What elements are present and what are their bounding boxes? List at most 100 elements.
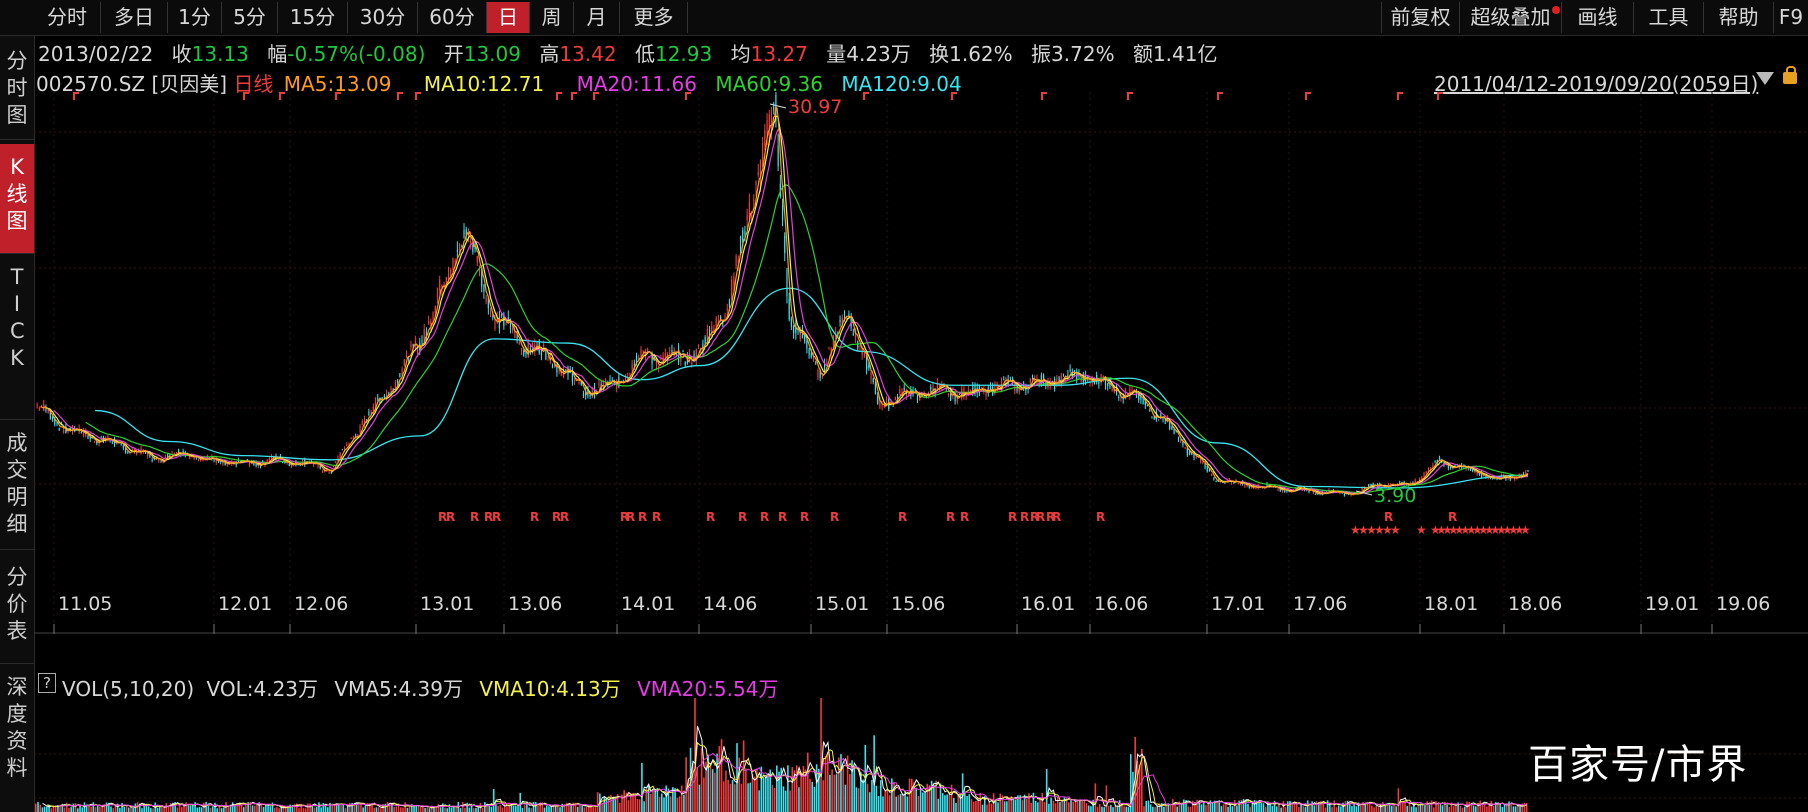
low-label: 低 <box>634 42 655 66</box>
close-label: 收 <box>171 42 192 66</box>
f9-button[interactable]: F9 <box>1773 2 1808 33</box>
candle-body <box>633 364 635 366</box>
tab-more[interactable]: 更多 <box>620 2 688 33</box>
side-tab-depth-info[interactable]: 深度资料 <box>6 675 28 780</box>
volume-bar <box>335 804 338 812</box>
candle-body <box>1478 471 1480 475</box>
side-tab-tick[interactable]: TICK <box>0 258 34 420</box>
volume-bar <box>623 790 625 812</box>
candle-body <box>578 381 580 383</box>
r-signal-label: R <box>706 510 715 524</box>
side-tab-fenshitu[interactable]: 分时图 <box>0 40 34 140</box>
volume-bar <box>1402 802 1404 812</box>
volume-bar <box>497 805 499 812</box>
star-marker-icon: ★ <box>1374 523 1385 537</box>
volume-bar <box>1012 798 1015 812</box>
volume-bar <box>1216 802 1218 812</box>
stock-code-name[interactable]: 002570.SZ [贝因美] <box>36 72 228 96</box>
volume-bar <box>740 783 743 812</box>
candle-body <box>1162 418 1164 420</box>
tab-30min[interactable]: 30分 <box>348 2 418 33</box>
side-tab-trade-detail[interactable]: 成交明细 <box>0 424 34 550</box>
x-tick-label: 13.01 <box>420 593 474 615</box>
candle-body <box>1476 472 1478 475</box>
volume-bar <box>1136 761 1139 812</box>
tab-monthly[interactable]: 月 <box>574 2 620 33</box>
volume-bar <box>1048 803 1050 812</box>
tab-60min[interactable]: 60分 <box>418 2 487 33</box>
candle-body <box>472 245 474 252</box>
volume-bar <box>926 783 929 812</box>
candle-body <box>863 352 865 357</box>
volume-bar <box>955 802 957 812</box>
super-overlay-button[interactable]: 超级叠加 <box>1459 2 1561 33</box>
volume-bar <box>1384 805 1386 812</box>
volume-bar <box>1379 803 1382 812</box>
tab-weekly[interactable]: 周 <box>530 2 574 33</box>
volume-bar <box>338 803 340 812</box>
tab-1min[interactable]: 1分 <box>168 2 222 33</box>
candle-body <box>288 463 290 467</box>
tab-daily[interactable]: 日 <box>487 2 530 33</box>
volume-bar <box>119 807 121 812</box>
volume-bar <box>1322 804 1324 812</box>
volume-bar <box>607 799 610 812</box>
volume-bar <box>941 793 944 812</box>
volume-bar <box>1165 804 1167 812</box>
tab-fenshi[interactable]: 分时 <box>34 2 101 33</box>
candle-body <box>94 442 96 444</box>
vol-indicator-name[interactable]: VOL(5,10,20) <box>62 677 195 701</box>
side-tab-price-table[interactable]: 分价表 <box>0 554 34 664</box>
volume-bar <box>822 780 825 812</box>
forward-adjust-button[interactable]: 前复权 <box>1381 2 1459 33</box>
tab-15min[interactable]: 15分 <box>278 2 348 33</box>
volume-bar <box>886 789 889 812</box>
volume-bar <box>618 802 621 812</box>
volume-bar <box>1486 806 1488 812</box>
star-marker-icon: ★ <box>1416 523 1427 537</box>
volume-bar <box>855 787 858 812</box>
candle-body <box>514 330 516 339</box>
candle-body <box>939 383 941 388</box>
volume-bar <box>784 790 787 812</box>
volume-bar <box>1229 803 1232 812</box>
help-icon[interactable]: ? <box>38 673 56 693</box>
draw-line-button[interactable]: 画线 <box>1561 2 1633 33</box>
volume-label: 量 <box>826 42 847 66</box>
date-range-selector[interactable]: 2011/04/12-2019/09/20(2059日) <box>1434 72 1759 96</box>
candle-body <box>602 382 604 388</box>
lock-icon[interactable] <box>1783 66 1797 84</box>
volume-chart[interactable] <box>34 698 1808 812</box>
volume-bar <box>1240 799 1243 812</box>
volume-bar <box>147 806 150 812</box>
volume-bar <box>1329 804 1331 812</box>
x-tick-label: 12.06 <box>294 593 348 615</box>
volume-bar <box>1525 802 1528 812</box>
volume-bar <box>1441 805 1444 812</box>
volume-bar <box>510 803 513 812</box>
side-tab-kline[interactable]: K线图 <box>0 144 34 254</box>
dropdown-arrow-icon[interactable] <box>1756 72 1774 85</box>
kline-chart[interactable]: RR R RR R RR RR R R R R R R R R R R R R R RR RR R R R ★★★★★★ ★ ★★… <box>34 92 1808 634</box>
volume-bar <box>1167 803 1170 812</box>
r-signal-markers: RR R RR R RR RR R R R R R R R R R R R R R RR RR R R R <box>438 510 1457 524</box>
volume-bar <box>652 789 654 812</box>
candle-body <box>744 230 746 234</box>
candle-body <box>213 459 215 461</box>
candle-body <box>1031 376 1034 378</box>
volume-bar <box>1505 804 1508 812</box>
volume-bar <box>116 803 119 812</box>
help-button[interactable]: 帮助 <box>1703 2 1773 33</box>
candle-body <box>823 363 826 371</box>
volume-bar <box>1262 803 1265 812</box>
tools-button[interactable]: 工具 <box>1633 2 1703 33</box>
star-marker-icon: ★ <box>1478 523 1489 537</box>
volume-bar <box>1271 805 1274 812</box>
candle-body <box>801 329 804 339</box>
tab-duori[interactable]: 多日 <box>101 2 168 33</box>
candle-body <box>461 245 463 247</box>
volume-bar <box>331 803 334 812</box>
tab-5min[interactable]: 5分 <box>222 2 278 33</box>
candle-body <box>571 372 574 382</box>
r-signal-label: R <box>1052 510 1061 524</box>
